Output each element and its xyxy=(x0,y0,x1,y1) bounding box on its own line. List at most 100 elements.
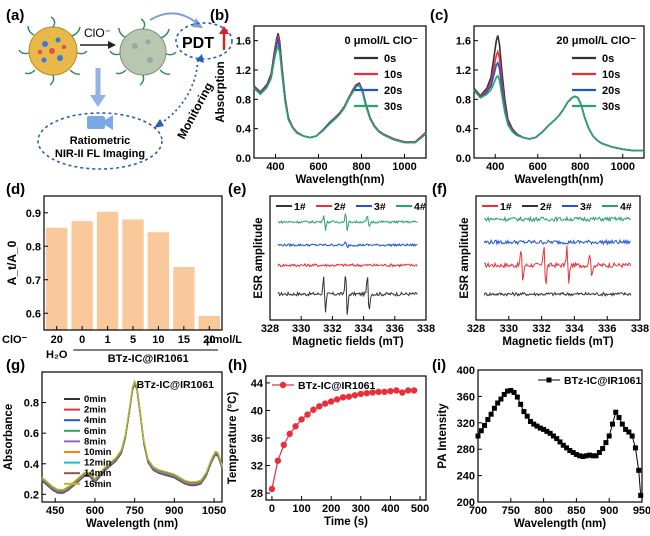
data-point xyxy=(514,394,520,400)
x-tick-label: 336 xyxy=(598,323,616,335)
group-label-right: BTz-IC@IR1061 xyxy=(108,353,189,365)
plot-frame xyxy=(41,371,223,503)
data-point xyxy=(405,387,412,394)
y-tick-label: 240 xyxy=(457,471,475,483)
data-point xyxy=(508,387,514,393)
y-axis-label: PA Intensity xyxy=(437,403,449,469)
x-tick-label: 300 xyxy=(352,503,370,515)
x-tick-label: 900 xyxy=(165,505,183,517)
x-axis-label: Time (s) xyxy=(324,516,368,528)
data-point xyxy=(550,433,556,439)
plot-frame xyxy=(477,369,643,503)
x-tick-label: 200 xyxy=(322,503,340,515)
bar-20 xyxy=(198,315,220,330)
data-point xyxy=(534,423,540,429)
esr-trace-3# xyxy=(483,238,632,246)
data-point xyxy=(316,403,323,410)
y-tick-label: 1.6 xyxy=(236,36,251,48)
x-tick-label: 400 xyxy=(381,503,399,515)
data-point xyxy=(613,409,619,415)
data-point xyxy=(524,413,530,419)
plot-frame xyxy=(253,25,427,159)
y-axis-label: Absorbance xyxy=(3,404,15,470)
data-point xyxy=(327,398,335,405)
data-point xyxy=(292,423,299,430)
data-point xyxy=(636,467,642,473)
x-axis-label: Wavelength(nm) xyxy=(514,174,603,186)
data-point xyxy=(554,436,560,442)
data-point xyxy=(606,433,612,439)
data-point xyxy=(527,418,533,424)
x-tick-label: 1050 xyxy=(202,505,226,517)
panel-label-g: (g) xyxy=(6,357,25,374)
data-point xyxy=(560,442,566,448)
x-tick-label: 800 xyxy=(534,505,552,517)
legend-label: 2min xyxy=(84,405,106,416)
panel-label-d: (d) xyxy=(6,181,25,198)
esr-trace-2# xyxy=(483,291,632,298)
legend-label: 0min xyxy=(84,394,106,405)
x-tick-label: 600 xyxy=(309,161,327,173)
x-tick-label: 338 xyxy=(417,323,435,335)
series-line-30s xyxy=(253,44,427,144)
data-point xyxy=(381,388,388,396)
x-tick-label: 328 xyxy=(467,323,485,335)
x-tick-label: 100 xyxy=(292,503,310,515)
legend-label: 20s xyxy=(384,85,402,97)
legend-label: BTz-IC@IR1061 xyxy=(564,375,642,387)
x-tick-label: 900 xyxy=(600,505,618,517)
data-point xyxy=(580,453,586,459)
panel-label-c: (c) xyxy=(430,7,448,24)
pdt-label: PDT xyxy=(182,35,214,52)
y-tick-label: 0.4 xyxy=(236,124,252,136)
data-point xyxy=(491,405,497,411)
y-tick-label: 0.4 xyxy=(24,459,40,471)
data-point xyxy=(593,453,599,459)
data-point xyxy=(564,445,570,451)
legend-label: 30s xyxy=(384,101,402,113)
data-point xyxy=(616,415,622,421)
y-tick-label: 280 xyxy=(457,444,475,456)
x-unit-label: μmol/L xyxy=(206,334,242,346)
y-tick-label: 0.8 xyxy=(236,94,251,106)
x-tick-label: 600 xyxy=(529,161,547,173)
legend-label: 4# xyxy=(620,201,632,213)
legend-label: 10min xyxy=(84,447,112,458)
y-tick-label: 0.6 xyxy=(24,428,39,440)
data-point xyxy=(632,445,638,451)
data-point xyxy=(544,428,550,434)
x-axis-label: Magnetic fields (mT) xyxy=(292,336,403,348)
y-tick-label: 44 xyxy=(251,378,264,390)
data-point xyxy=(567,448,573,454)
chart-title: BTz-IC@IR1061 xyxy=(137,379,215,391)
x-axis-label: Wavelength(nm) xyxy=(295,174,384,186)
category-label: 10 xyxy=(152,334,164,346)
imaging-ellipse xyxy=(37,112,163,170)
data-point xyxy=(286,430,293,438)
legend-label: 30s xyxy=(602,101,620,113)
y-axis-label: Absorption xyxy=(215,61,227,122)
x-tick-label: 600 xyxy=(86,505,104,517)
category-label: 5 xyxy=(130,334,136,346)
y-axis-label: A_t/A_0 xyxy=(5,240,19,285)
panel-label-e: (e) xyxy=(228,181,246,198)
data-point xyxy=(600,446,606,452)
y-tick-label: 1.2 xyxy=(236,65,251,77)
panel-label-b: (b) xyxy=(210,7,229,24)
legend-label: 0s xyxy=(384,53,396,65)
x-tick-label: 950 xyxy=(633,505,650,517)
data-point xyxy=(363,390,370,397)
data-point xyxy=(369,389,376,396)
data-point xyxy=(531,421,537,427)
series-line-30s xyxy=(473,74,644,152)
legend-label: 1# xyxy=(294,201,306,213)
plot-frame xyxy=(475,195,641,321)
panel-label-h: (h) xyxy=(228,357,247,374)
chart-c-absorption-20: 400 600 800 1000 0.0 0.4 0.8 1.2 1.6 Wavelength(n… xyxy=(456,25,645,186)
data-point xyxy=(505,388,511,394)
y-axis-label: Temperature (°C) xyxy=(227,392,239,485)
x-tick-label: 700 xyxy=(469,505,487,517)
y-tick-label: 320 xyxy=(457,418,475,430)
data-point xyxy=(573,451,579,457)
